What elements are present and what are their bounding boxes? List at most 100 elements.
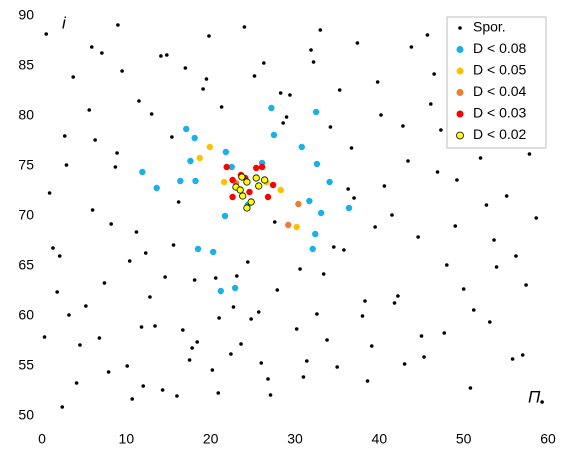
point [328, 125, 333, 129]
point [355, 41, 360, 45]
point [409, 45, 414, 49]
series [42, 23, 544, 409]
point [295, 200, 302, 208]
point [238, 173, 246, 181]
point [382, 184, 387, 188]
point [192, 177, 199, 185]
y-tick-label: 50 [18, 407, 34, 423]
point [422, 355, 426, 359]
point [264, 193, 272, 201]
y-tick-label: 90 [18, 7, 34, 23]
point [396, 294, 400, 298]
point [229, 352, 233, 356]
point [153, 184, 160, 192]
point [44, 32, 49, 36]
point [187, 358, 192, 362]
x-tick-label: 30 [287, 431, 303, 447]
point [311, 60, 316, 64]
point [321, 272, 326, 276]
point [210, 368, 215, 372]
point [141, 384, 145, 388]
point [288, 93, 292, 97]
point [219, 105, 224, 109]
point [137, 99, 141, 103]
y-tick-label: 60 [18, 307, 34, 323]
legend-label: D < 0.03 [473, 105, 527, 121]
point [520, 353, 525, 357]
point [419, 334, 424, 338]
point [89, 45, 94, 49]
point [272, 220, 277, 224]
point [534, 216, 538, 220]
point [369, 344, 374, 348]
point [401, 124, 405, 128]
x-tick-label: 40 [372, 431, 388, 447]
point [365, 379, 370, 383]
point [281, 121, 285, 125]
point [488, 320, 492, 324]
point [309, 245, 316, 253]
point [317, 209, 325, 217]
point [435, 170, 440, 174]
point [406, 159, 410, 163]
point [445, 263, 449, 267]
point [207, 34, 211, 38]
point [194, 245, 202, 253]
y-tick-label: 80 [18, 107, 34, 123]
point [195, 340, 199, 344]
point [243, 178, 251, 186]
point [312, 108, 320, 116]
point [494, 265, 499, 269]
series [232, 173, 269, 212]
point [305, 359, 309, 363]
point [352, 196, 356, 200]
point [325, 338, 329, 342]
point [461, 287, 466, 291]
legend-marker [456, 131, 464, 140]
point [217, 316, 221, 320]
point [90, 208, 95, 212]
point [252, 174, 260, 182]
point [143, 251, 148, 255]
point [60, 405, 65, 409]
point [253, 164, 260, 172]
point [285, 221, 292, 229]
y-axis-label: i [62, 13, 67, 32]
point [442, 331, 447, 335]
point [478, 156, 483, 160]
point [284, 115, 289, 119]
point [345, 204, 353, 212]
point [492, 238, 496, 242]
point [120, 69, 124, 73]
legend-label: D < 0.04 [473, 83, 527, 99]
point [127, 259, 132, 263]
point [64, 163, 69, 167]
point [231, 305, 236, 309]
point [165, 53, 169, 57]
point [315, 312, 319, 316]
point [468, 386, 473, 390]
point [192, 278, 197, 282]
point [337, 88, 342, 92]
legend-marker [456, 110, 464, 118]
point [243, 204, 251, 212]
point [160, 388, 165, 392]
point [326, 178, 333, 186]
point [266, 377, 270, 381]
point [228, 163, 235, 171]
point [236, 186, 244, 194]
point [93, 138, 97, 142]
series [139, 104, 353, 295]
point [363, 299, 367, 303]
x-tick-label: 20 [203, 431, 219, 447]
y-tick-label: 55 [18, 357, 34, 373]
point [115, 151, 119, 155]
point [183, 66, 188, 70]
point [270, 131, 278, 139]
legend-label: Spor. [473, 19, 506, 35]
point [229, 176, 236, 184]
point [125, 364, 129, 368]
point [102, 281, 107, 285]
